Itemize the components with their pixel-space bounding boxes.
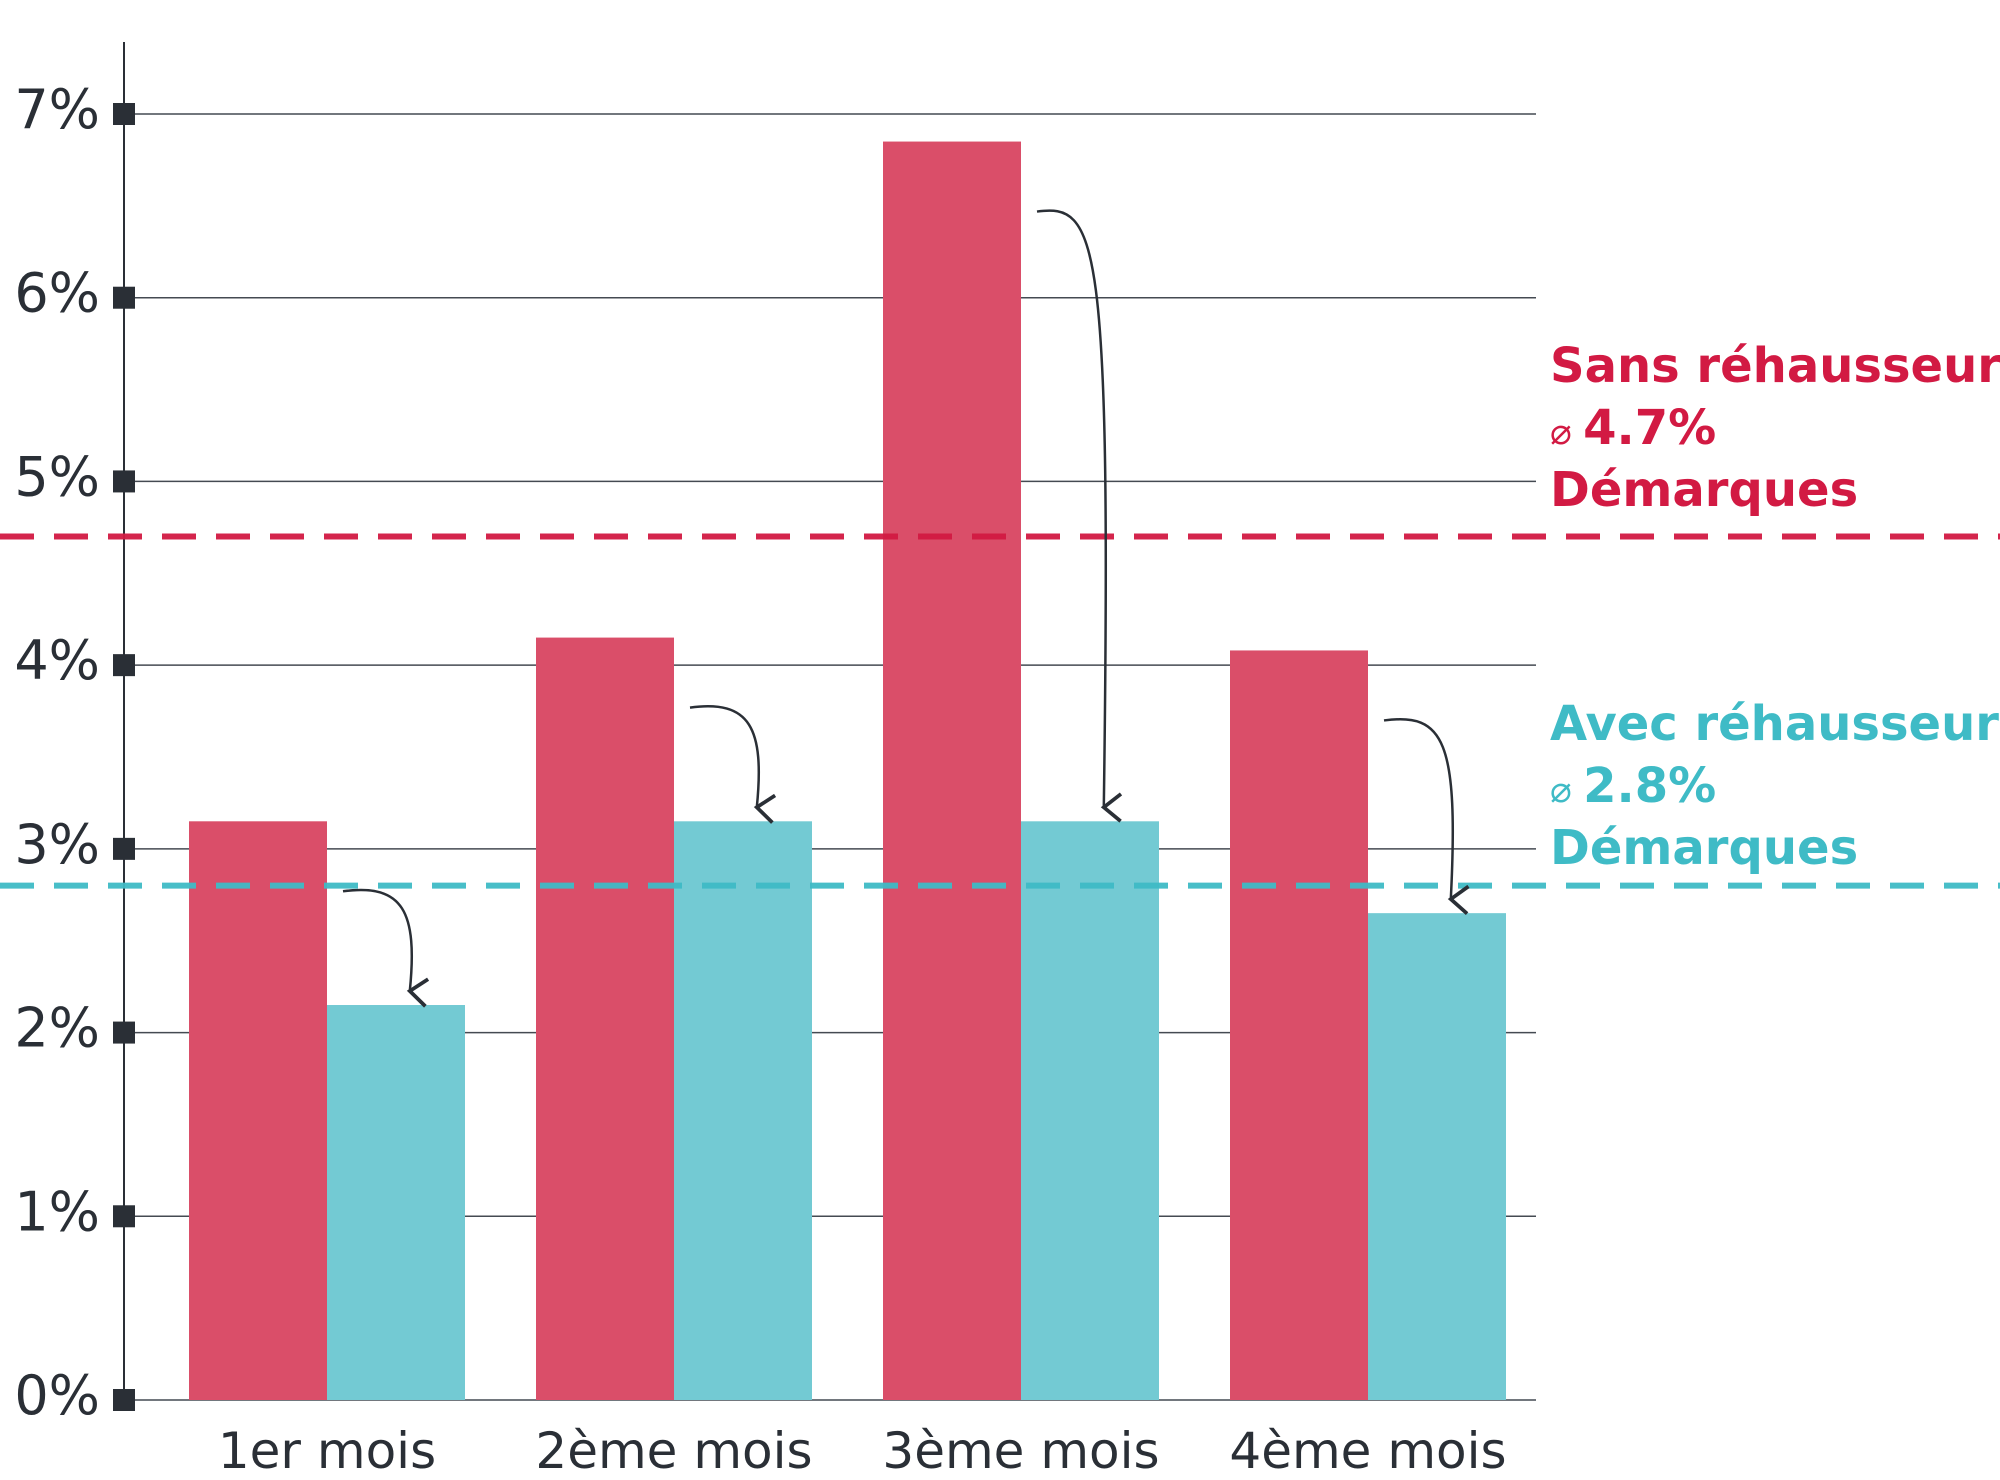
x-category-label: 1er mois [218,1422,436,1480]
reduction-arrow [1036,209,1123,823]
y-tick-label: 3% [14,813,100,876]
annotation-average: ⌀ 2.8% [1550,758,1716,814]
average-symbol-icon: ⌀ [1550,770,1583,811]
x-category-label: 3ème mois [882,1422,1159,1480]
y-tick-label: 2% [14,997,100,1060]
y-tick-label: 5% [14,445,100,508]
bar-with-boosters [1021,821,1159,1400]
annotation-caption: Démarques [1550,820,1858,876]
bars [189,141,1506,1401]
average-symbol-icon: ⌀ [1550,412,1583,453]
bar-with-boosters [1368,913,1506,1400]
bar-with-boosters [674,821,812,1400]
bar-with-boosters [327,1005,465,1400]
annotation-title: Avec réhausseurs [1550,696,2000,752]
y-tick-label: 0% [14,1364,100,1427]
annotation-caption: Démarques [1550,462,1858,518]
y-tick-label: 7% [14,78,100,141]
x-category-label: 4ème mois [1229,1422,1506,1480]
reduction-arrow [689,705,777,824]
y-tick-label: 6% [14,262,100,325]
y-tick-label: 4% [14,629,100,692]
arrows [342,209,1470,1008]
bar-without-boosters [883,141,1021,1401]
annotation-average-value: 2.8% [1583,758,1716,814]
reduction-arrow [1383,718,1470,915]
annotation-average: ⌀ 4.7% [1550,400,1716,456]
reduction-arrow [342,888,430,1008]
bar-without-boosters [536,637,674,1400]
annotation-average-value: 4.7% [1583,400,1716,456]
labels: 0% 1% 2% 3% 4% 5% 6% 7% 1er mois 2ème mois 3ème mo… [14,78,2000,1480]
bar-without-boosters [1230,650,1368,1400]
y-axis [113,42,135,1411]
annotation-title: Sans réhausseurs [1550,338,2000,394]
bar-without-boosters [189,821,327,1400]
y-tick-label: 1% [14,1180,100,1243]
x-category-label: 2ème mois [535,1422,812,1480]
reference-lines [0,533,2000,889]
